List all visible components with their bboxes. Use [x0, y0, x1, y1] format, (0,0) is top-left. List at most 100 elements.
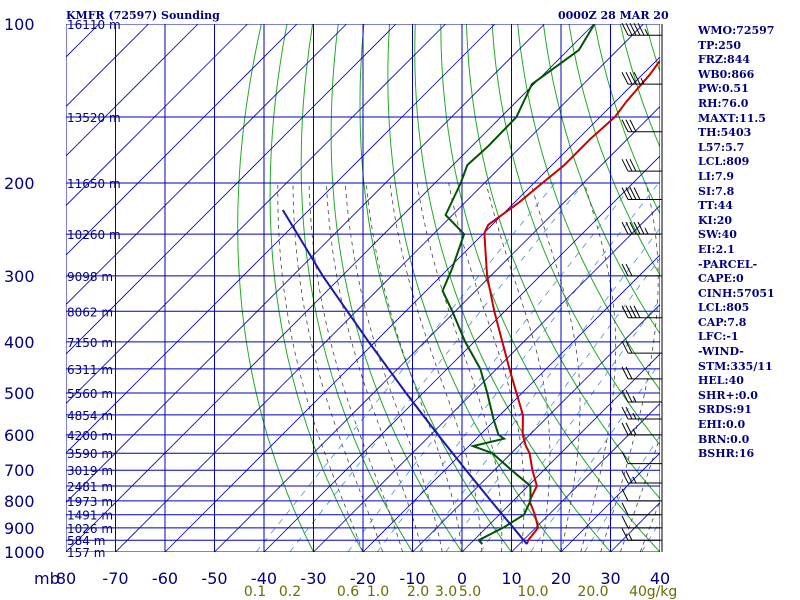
index-item: SRDS:91: [698, 403, 752, 417]
height-label: 11650 m: [67, 177, 121, 191]
dry-adiabat: [414, 24, 612, 552]
pressure-tick-label: 600: [4, 426, 35, 445]
index-item: LCL:805: [698, 301, 750, 315]
height-label: 10260 m: [67, 228, 121, 242]
wind-barb-flag: [632, 395, 637, 403]
height-label: 13520 m: [67, 111, 121, 125]
wind-barb-flag: [621, 221, 629, 235]
valid-time: 0000Z 28 MAR 20: [558, 9, 669, 22]
x-tick-label: 80: [56, 569, 76, 588]
wind-barb-flag: [633, 187, 641, 200]
index-item: -PARCEL-: [698, 257, 758, 271]
index-item: SW:40: [698, 228, 737, 242]
wind-barb-flag: [625, 119, 633, 132]
wind-barb-flag: [621, 71, 629, 85]
x-tick-label: 10: [501, 569, 521, 588]
pressure-tick-label: 500: [4, 384, 35, 403]
y-axis-unit-label: mb: [34, 569, 60, 588]
wind-barb-flag: [621, 340, 629, 354]
index-item: TT:44: [698, 199, 733, 213]
moist-adiabat: [389, 182, 483, 552]
mixing-ratio-label: 5.0: [459, 584, 481, 600]
mixing-ratio-line: [419, 227, 660, 552]
x-tick-label: -40: [251, 569, 277, 588]
wind-barb-flag: [629, 221, 637, 235]
index-item: TP:250: [698, 38, 742, 52]
wind-barb-flag: [644, 227, 649, 235]
mixing-ratio-label: g/kg: [647, 584, 678, 600]
wind-barb-flag: [629, 22, 637, 36]
wind-barb-flag: [625, 187, 633, 200]
mixing-ratio-line: [347, 182, 635, 552]
index-item: LCL:809: [698, 155, 750, 169]
height-label: 157 m: [67, 546, 105, 560]
isotherm: [66, 24, 347, 306]
wind-barb-flag: [625, 340, 633, 354]
x-tick-label: -60: [152, 569, 178, 588]
dry-adiabat: [465, 24, 660, 500]
wind-barb-flag: [621, 366, 629, 380]
index-item: WB0:866: [698, 67, 755, 81]
wind-barb-flag: [637, 22, 645, 36]
wind-barb-flag: [625, 22, 633, 36]
wind-barb-flag: [621, 263, 629, 277]
moist-adiabat: [600, 182, 659, 552]
wind-barb-flag: [644, 28, 649, 36]
height-label: 584 m: [67, 534, 105, 548]
mixing-ratio-label: 0.1: [244, 584, 266, 600]
dry-adiabat: [568, 24, 660, 277]
mixing-ratio-label: 1.0: [367, 584, 389, 600]
isotherm: [115, 24, 644, 552]
height-label: 7150 m: [67, 336, 113, 350]
mixing-ratio-line: [584, 434, 660, 552]
wind-barb-flag: [621, 406, 629, 420]
dry-adiabat: [387, 24, 562, 552]
index-item: CINH:57051: [698, 286, 775, 300]
wind-barb-flag: [625, 221, 633, 235]
height-label: 3019 m: [67, 464, 113, 478]
height-label: 4854 m: [67, 409, 113, 423]
pressure-tick-label: 300: [4, 267, 35, 286]
dry-adiabat: [542, 24, 660, 335]
wind-barb-flag: [625, 71, 633, 85]
wind-barb-flag: [625, 305, 633, 318]
wind-barb-flag: [625, 470, 633, 484]
wind-barb-flag: [629, 158, 637, 172]
pressure-tick-label: 700: [4, 461, 35, 480]
x-tick-label: -50: [201, 569, 227, 588]
mixing-ratio-line: [530, 361, 660, 552]
mixing-ratio-label: 0.6: [337, 584, 359, 600]
wind-barb-flag: [621, 488, 629, 502]
wind-barb-flag: [633, 305, 641, 318]
isotherm: [66, 24, 298, 256]
index-item: CAP:7.8: [698, 315, 747, 329]
index-item: FRZ:844: [698, 53, 751, 67]
dry-adiabat: [491, 24, 660, 446]
wind-barb-flag: [629, 187, 637, 200]
height-label: 5560 m: [67, 387, 113, 401]
dewpoint-line: [441, 24, 596, 545]
isotherm: [511, 402, 660, 552]
parcel-line: [281, 209, 528, 545]
index-item: BSHR:16: [698, 447, 755, 461]
wind-barb-flag: [621, 451, 629, 464]
pressure-tick-label: 400: [4, 333, 35, 352]
isotherm: [66, 24, 496, 454]
chart-title: KMFR (72597) Sounding: [66, 9, 220, 22]
moist-adiabat: [485, 182, 551, 552]
x-tick-label: -70: [102, 569, 128, 588]
moist-adiabat: [308, 182, 403, 552]
isotherm: [362, 254, 660, 552]
index-item: STM:335/11: [698, 359, 773, 373]
moist-adiabat: [416, 182, 503, 552]
mixing-ratio-label: 2.0: [407, 584, 429, 600]
mixing-ratio-label: 3.0: [435, 584, 457, 600]
wind-barbs: [621, 22, 663, 552]
isotherm: [214, 105, 660, 552]
index-item: HEL:40: [698, 374, 744, 388]
height-label: 9098 m: [67, 270, 113, 284]
moist-adiabat: [292, 182, 384, 552]
wind-barb-flag: [632, 412, 637, 420]
